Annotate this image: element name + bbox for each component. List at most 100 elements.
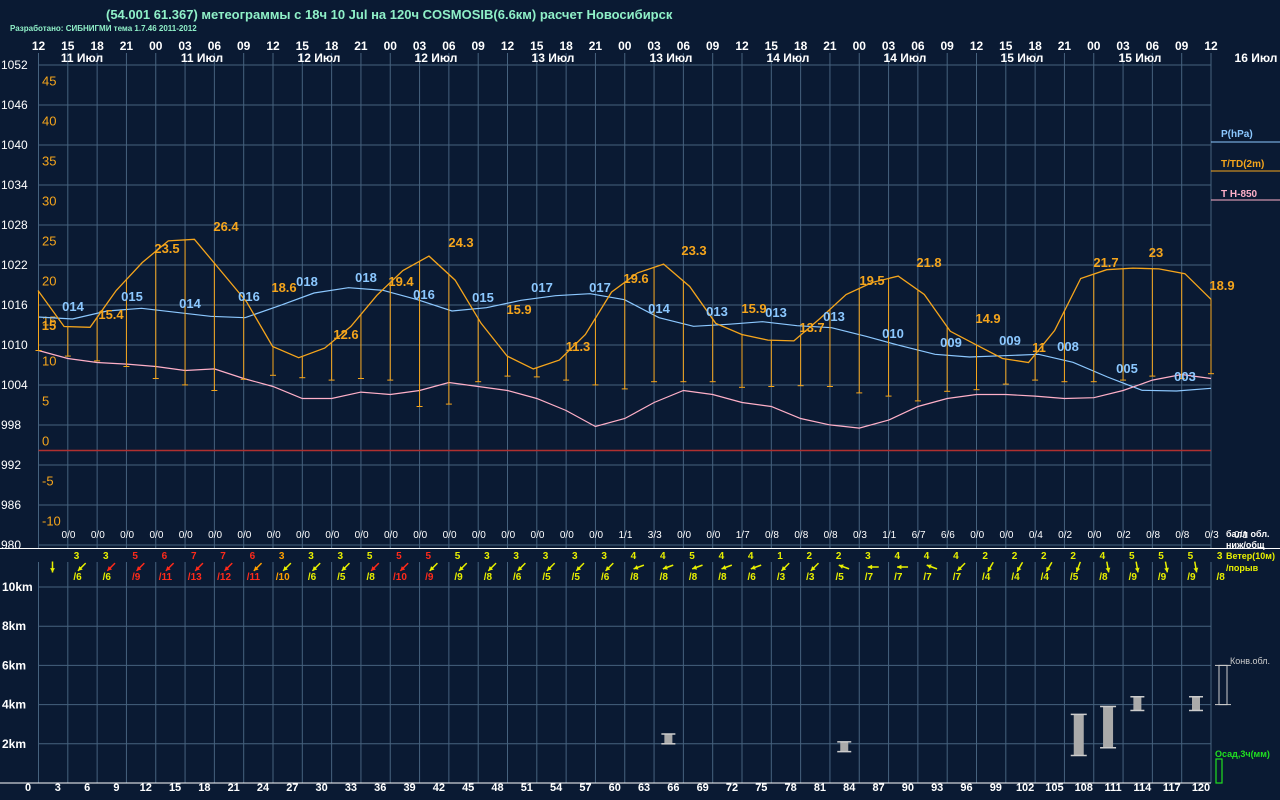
temperature-value-label: 15.9: [506, 302, 531, 317]
forecast-hour-label: 9: [113, 782, 119, 794]
forecast-hour-label: 54: [550, 782, 563, 794]
hour-tick-label: 21: [120, 39, 134, 53]
wind-speed-label: 7: [191, 551, 197, 562]
cloud-cover-label: 1/7: [736, 530, 750, 541]
pressure-value-label: 018: [355, 270, 377, 285]
wind-arrow-head: [1134, 567, 1140, 573]
wind-arrow-head: [429, 566, 435, 571]
wind-gust-label: /4: [982, 572, 991, 583]
legend-wind-label-1: Ветер(10м): [1226, 551, 1275, 561]
wind-arrow-head: [1193, 567, 1199, 573]
wind-speed-label: 3: [308, 551, 314, 562]
wind-speed-label: 3: [1217, 551, 1223, 562]
forecast-hour-label: 27: [286, 782, 298, 794]
wind-arrow-head: [312, 566, 318, 571]
cloud-cover-label: 0/0: [1087, 530, 1101, 541]
cloud-cover-label: 0/0: [560, 530, 574, 541]
legend-cloud-label-1: балл обл.: [1226, 529, 1270, 539]
wind-gust-label: /6: [513, 572, 522, 583]
wind-gust-label: /10: [393, 572, 407, 583]
wind-speed-label: 6: [162, 551, 168, 562]
forecast-hour-label: 24: [257, 782, 270, 794]
forecast-hour-label: 63: [638, 782, 650, 794]
forecast-hour-label: 84: [843, 782, 856, 794]
hour-tick-label: 21: [1058, 39, 1072, 53]
series: [35, 238, 1214, 429]
wind-arrow-head: [1075, 567, 1081, 573]
wind-arrow-head: [810, 566, 816, 571]
cloud-cover-label: 0/8: [1146, 530, 1160, 541]
wind-gust-label: /8: [484, 572, 493, 583]
wind-arrow-head: [195, 566, 200, 571]
temperature-value-label: 15: [42, 318, 56, 333]
hour-tick-label: 18: [1028, 39, 1042, 53]
wind-gust-label: /4: [1011, 572, 1020, 583]
hour-tick-label: 15: [61, 39, 75, 53]
wind-speed-label: 4: [719, 551, 725, 562]
forecast-hour-label: 45: [462, 782, 474, 794]
pressure-tick-label: 980: [1, 538, 21, 552]
wind-arrow-head: [371, 566, 376, 571]
wind-arrow-head: [1105, 567, 1111, 573]
forecast-hour-label: 81: [814, 782, 826, 794]
wind-speed-label: 5: [1158, 551, 1164, 562]
forecast-hour-label: 66: [667, 782, 679, 794]
temperature-tick-label: 25: [42, 234, 56, 249]
temperature-tick-label: 40: [42, 114, 56, 129]
wind-arrow-head: [750, 565, 756, 570]
cloud-cover-label: 0/0: [267, 530, 281, 541]
temperature-tick-label: 45: [42, 74, 56, 89]
forecast-hour-label: 12: [140, 782, 152, 794]
wind-gust-label: /8: [1099, 572, 1108, 583]
convective-cloud-bar: [1073, 714, 1084, 756]
height-tick-label-zero: 0: [25, 782, 31, 794]
wind-gust-label: /5: [835, 572, 844, 583]
cloud-cover-label: 0/3: [1205, 530, 1219, 541]
pressure-value-label: 017: [589, 280, 611, 295]
pressure-tick-label: 1046: [1, 98, 28, 112]
wind-gust-label: /13: [188, 572, 202, 583]
height-tick-label: 2km: [2, 737, 26, 751]
forecast-hour-label: 33: [345, 782, 357, 794]
hour-tick-label: 12: [1204, 39, 1218, 53]
cloud-cover-label: 0/0: [472, 530, 486, 541]
wind-gust-label: /7: [953, 572, 962, 583]
forecast-hour-label: 48: [491, 782, 503, 794]
wind-speed-label: 2: [836, 551, 842, 562]
cloud-cover-label: 0/3: [853, 530, 867, 541]
date-label: 11 Июл: [61, 51, 103, 65]
legend: P(hPa) T/TD(2m) T H-850 балл обл.ниж/общВет…: [1211, 129, 1280, 784]
wind-gust-label: /11: [159, 572, 173, 583]
pressure-tick-label: 1004: [1, 378, 28, 392]
temperature-value-label: 21.8: [916, 255, 941, 270]
height-tick-label: 10km: [2, 580, 33, 594]
temperature-tick-label: 20: [42, 274, 56, 289]
wind-gust-label: /8: [718, 572, 727, 583]
cloud-cover-label: 1/1: [882, 530, 896, 541]
wind-gust-label: /3: [777, 572, 786, 583]
cloud-cover-label: 0/0: [91, 530, 105, 541]
wind-gust-label: /5: [337, 572, 346, 583]
hour-tick-label: 12: [32, 39, 46, 53]
hour-tick-label: 03: [178, 39, 192, 53]
wind-gust-label: /10: [276, 572, 290, 583]
cloud-cover-label: 0/0: [531, 530, 545, 541]
temperature-value-label: 15.4: [98, 307, 124, 322]
forecast-hour-label: 117: [1163, 782, 1181, 794]
temperature-value-label: 15.9: [741, 301, 766, 316]
wind-gust-label: /5: [1070, 572, 1079, 583]
wind-row: 3/6 3/6 5/9 6/11 7/13 7/12 6/11 3/10 3/6 3/5 5/8 5 /…: [50, 551, 1225, 583]
legend-temperature-label: T/TD(2m): [1221, 159, 1264, 170]
forecast-hour-label: 111: [1104, 782, 1121, 794]
forecast-hour-label: 60: [609, 782, 621, 794]
wind-arrow-head: [546, 566, 552, 571]
forecast-hour-label: 90: [902, 782, 914, 794]
wind-gust-label: /8: [660, 572, 669, 583]
forecast-hour-label: 105: [1045, 782, 1063, 794]
hour-tick-label: 18: [559, 39, 573, 53]
height-tick-label: 4km: [2, 698, 26, 712]
temperature-value-label: 21.7: [1093, 255, 1118, 270]
wind-gust-label: /7: [923, 572, 932, 583]
wind-speed-label: 2: [1012, 551, 1018, 562]
pressure-value-label: 015: [472, 290, 494, 305]
